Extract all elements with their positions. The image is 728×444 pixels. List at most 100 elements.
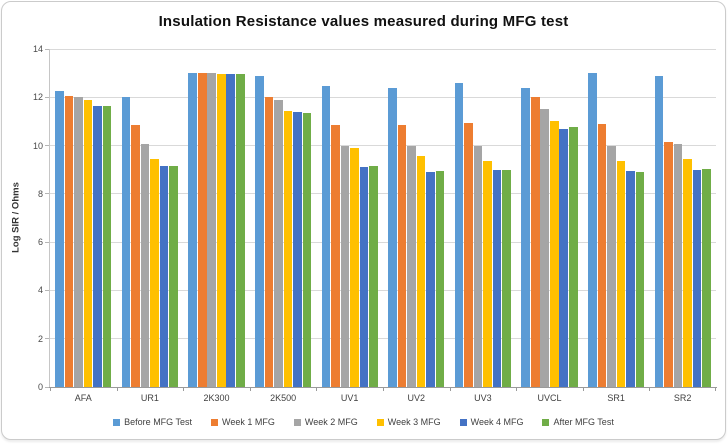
y-axis-tick [45,193,49,195]
x-category-label: AFA [74,393,92,403]
y-axis-tick [45,48,49,50]
bar [255,75,264,387]
bar [293,111,302,387]
legend-item: Week 1 MFG [211,417,275,427]
gridline [50,289,716,291]
y-axis-tick [45,338,49,340]
bar [359,167,369,387]
legend-swatch [376,418,384,426]
bar [626,170,635,387]
bar [568,127,578,387]
bar [473,145,483,387]
bar [673,144,683,387]
bar [702,168,711,387]
y-tick-label: 0 [37,382,43,392]
x-axis-tick [383,387,384,391]
bar [93,105,102,387]
bar [397,125,407,387]
legend: Before MFG Test Week 1 MFG Week 2 MFG Week … [2,417,725,427]
x-category-label: UR1 [140,393,159,403]
bar [207,73,217,387]
bar [483,161,492,387]
legend-item: Before MFG Test [113,417,192,427]
x-axis-tick [316,387,318,391]
bar [226,74,236,387]
legend-label: Before MFG Test [124,417,193,427]
x-category-label: UVCL [537,393,562,403]
plot-area: 0 2 4 6 8 10 12 14 AFA UR1 2K300 2K500 UV1 UV2 UV3 UVCL… [33,44,717,403]
gridline [50,48,716,50]
bar [350,148,359,387]
bar [274,99,283,387]
bar [340,145,350,387]
legend-label: Week 4 MFG [470,417,524,427]
gridline [50,241,716,243]
bar [588,73,597,387]
bar [597,123,607,387]
bar [55,91,64,387]
x-axis-tick [516,387,518,391]
bar [302,112,312,387]
bar [416,156,426,387]
x-axis-tick [50,387,51,391]
bar [140,144,150,387]
y-axis-tick [45,289,49,291]
bar [331,125,340,387]
x-axis-tick [249,387,251,391]
bar [64,96,74,387]
y-axis-tick [45,145,49,147]
bar [407,145,416,387]
x-category-label: 2K500 [270,393,297,403]
y-tick-label: 4 [37,285,43,296]
bar [426,172,435,387]
x-axis-tick [449,387,451,391]
bar [216,74,226,387]
bar [74,97,83,387]
bar [188,73,198,387]
bar [235,74,245,387]
bar [388,87,397,387]
x-category-label: SR2 [673,393,692,403]
bar [131,125,140,387]
legend-item: Week 4 MFG [459,417,524,427]
legend-label: Week 1 MFG [222,417,275,427]
legend-swatch [293,418,301,426]
bar [654,75,664,387]
legend-label: After MFG Test [553,417,614,427]
legend-swatch [542,418,550,426]
y-axis-tick [45,241,49,243]
x-axis-tick [715,387,716,391]
y-tick-label: 12 [32,92,43,103]
bar [321,86,331,387]
y-axis-tick [45,96,49,98]
legend-swatch [113,418,121,426]
bar [559,128,569,387]
bar [549,121,559,387]
bar [197,73,207,387]
bar [102,105,112,387]
legend-swatch [211,418,219,426]
bar [159,166,169,387]
x-axis-tick [183,387,185,391]
bar [616,161,626,387]
x-category-label: UV2 [407,393,426,403]
legend-item: After MFG Test [542,417,614,427]
gridline [50,193,716,195]
bar [521,87,531,387]
bar [264,97,274,387]
y-axis-tick [45,386,49,388]
bar [664,141,673,387]
y-tick-label: 10 [32,140,43,151]
gridline [50,338,716,340]
legend-label: Week 3 MFG [387,417,441,427]
x-category-label: SR1 [607,393,625,403]
y-tick-label: 6 [37,237,43,248]
bar [121,97,131,387]
bar [83,99,93,387]
bar [369,166,378,387]
bar [435,170,445,387]
bar [464,122,473,387]
legend-item: Week 2 MFG [293,417,358,427]
bar [635,172,645,387]
